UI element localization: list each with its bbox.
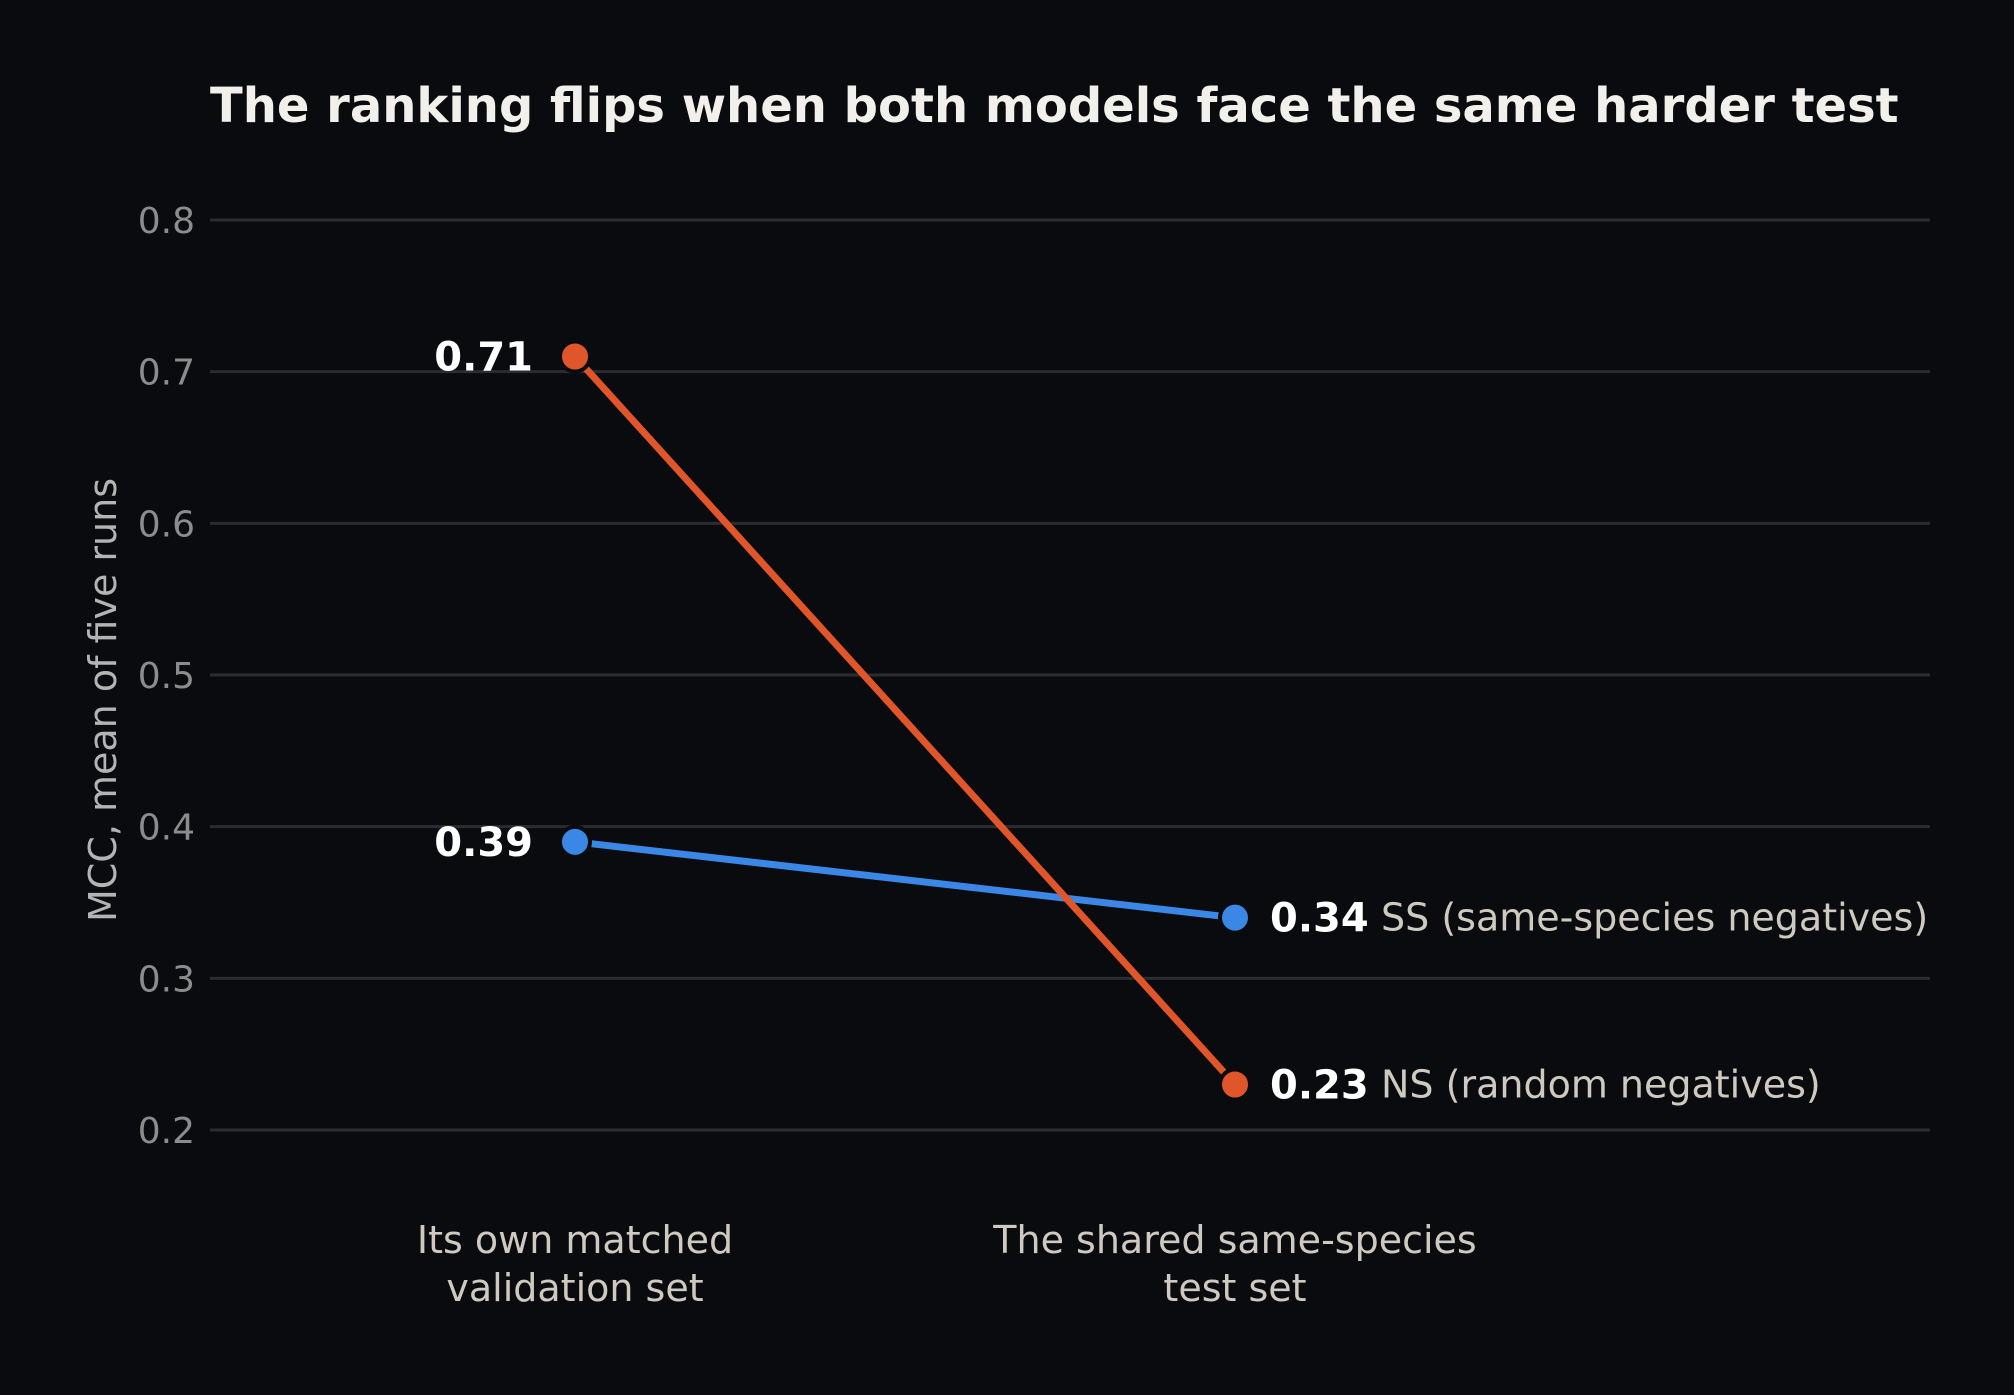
x-tick-label: The shared same-species test set	[992, 1218, 1476, 1310]
x-tick-label-line: test set	[1163, 1266, 1306, 1310]
data-label: 0.39	[434, 820, 533, 866]
x-tick-label: Its own matched validation set	[417, 1218, 733, 1310]
data-point	[558, 824, 592, 859]
y-tick-label: 0.8	[138, 201, 195, 242]
data-point	[1218, 1067, 1252, 1102]
series-line	[572, 354, 1238, 1087]
y-tick-label: 0.5	[138, 656, 195, 697]
y-tick-label: 0.2	[138, 1111, 195, 1152]
y-tick-label: 0.6	[138, 504, 195, 545]
series-line	[574, 838, 1236, 922]
gridlines	[210, 218, 1930, 1132]
series-group: 0.39 0.34 SS (same-species negatives)	[434, 820, 1928, 942]
y-tick-label: 0.7	[138, 353, 195, 394]
y-axis-label: MCC, mean of five runs	[81, 478, 125, 922]
series-label: SS (same-species negatives)	[1381, 896, 1928, 940]
x-tick-label-line: The shared same-species	[992, 1218, 1476, 1262]
data-label: 0.34	[1270, 896, 1369, 942]
y-tick-label: 0.3	[138, 959, 195, 1000]
chart-title: The ranking flips when both models face …	[210, 78, 1899, 134]
series-group: 0.71 0.23 NS (random negatives)	[434, 335, 1820, 1109]
series: 0.390.34 SS (same-species negatives)0.710…	[434, 335, 1928, 1109]
x-axis-ticks: Its own matched validation set The shared …	[417, 1218, 1477, 1310]
x-tick-label-line: validation set	[446, 1266, 703, 1310]
y-tick-label: 0.4	[138, 808, 195, 849]
data-point	[1218, 900, 1252, 935]
x-tick-label-line: Its own matched	[417, 1218, 733, 1262]
data-point	[558, 339, 592, 374]
data-label: 0.71	[434, 335, 533, 381]
y-axis-ticks: 0.2 0.3 0.4 0.5 0.6 0.7 0.8	[138, 201, 195, 1152]
series-label: NS (random negatives)	[1381, 1063, 1821, 1107]
data-label: 0.23	[1270, 1063, 1369, 1109]
